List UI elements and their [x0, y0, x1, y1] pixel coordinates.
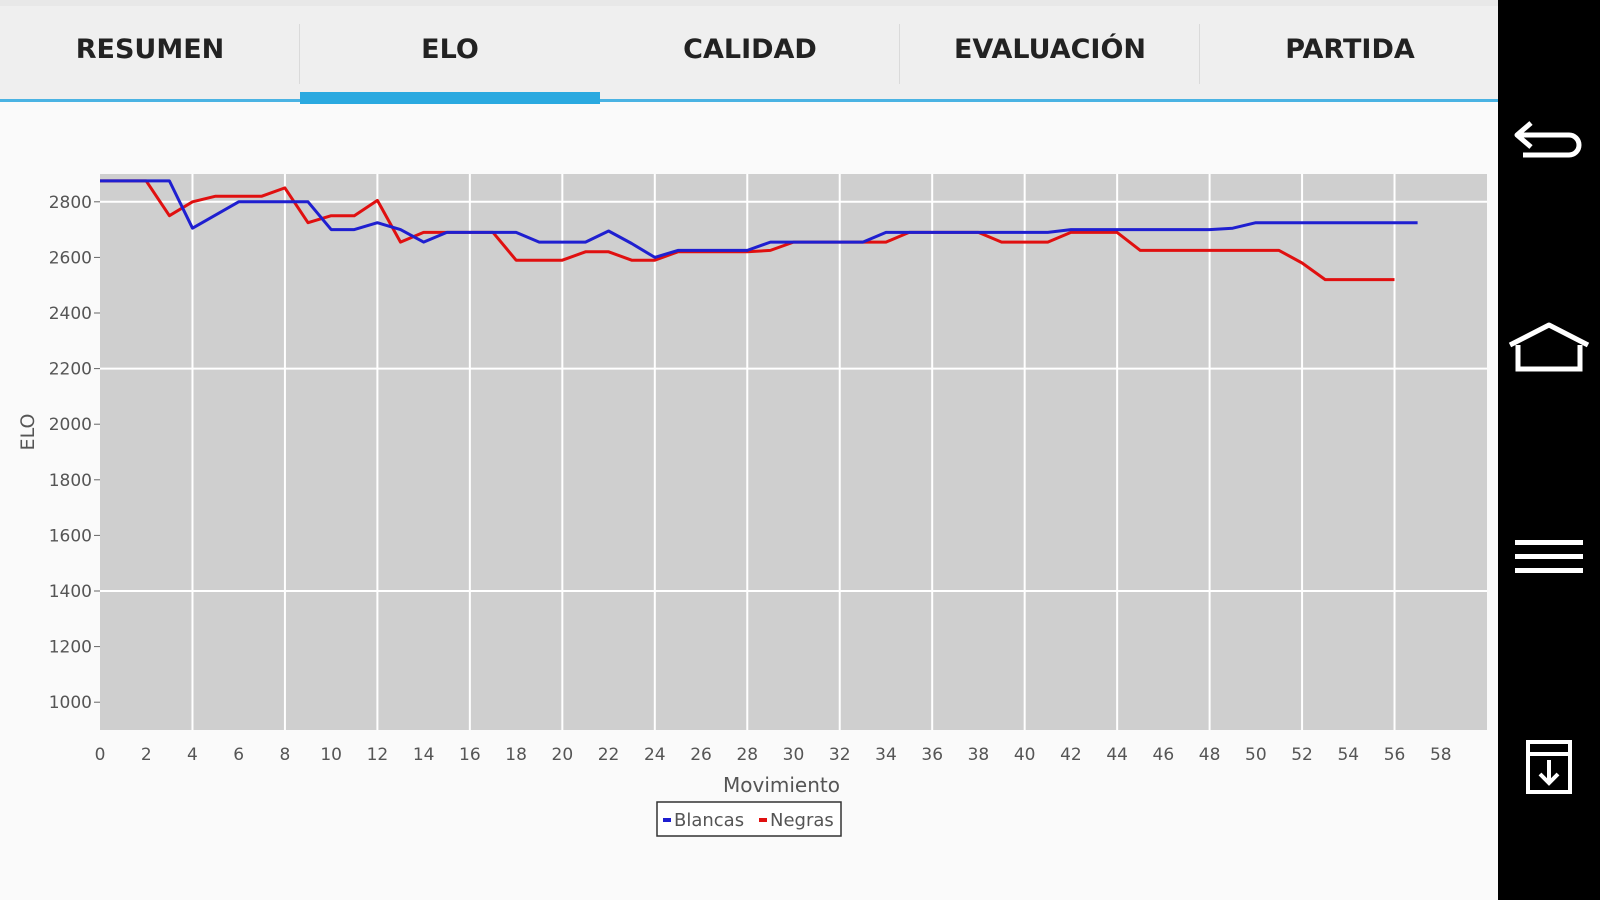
x-tick-label: 54 — [1337, 745, 1359, 765]
series-line-blancas — [100, 179, 1418, 259]
tab-divider — [1199, 24, 1200, 84]
download-icon — [1526, 740, 1572, 794]
y-tick-label: 1000 — [49, 693, 92, 713]
tab-bar: RESUMEN ELO CALIDAD EVALUACIÓN PARTIDA — [0, 6, 1500, 104]
x-tick-label: 30 — [783, 745, 805, 765]
tab-calidad[interactable]: CALIDAD — [600, 6, 900, 99]
navigation-bar — [1498, 0, 1600, 900]
x-tick-label: 0 — [95, 745, 106, 765]
download-button[interactable] — [1498, 722, 1600, 812]
x-tick-label: 50 — [1245, 745, 1267, 765]
tab-divider — [299, 24, 300, 84]
x-tick-label: 6 — [233, 745, 244, 765]
tab-label: PARTIDA — [1285, 34, 1415, 65]
x-tick-label: 44 — [1106, 745, 1128, 765]
x-tick-label: 36 — [921, 745, 943, 765]
app-screen: RESUMEN ELO CALIDAD EVALUACIÓN PARTIDA 1… — [0, 0, 1500, 837]
x-tick-label: 40 — [1014, 745, 1036, 765]
y-tick-label: 1200 — [49, 638, 92, 658]
x-tick-label: 28 — [736, 745, 758, 765]
x-axis-title: Movimiento — [723, 773, 840, 797]
y-tick-label: 2800 — [49, 193, 92, 213]
x-tick-label: 52 — [1291, 745, 1313, 765]
series-line-negras — [100, 179, 1395, 282]
tab-resumen[interactable]: RESUMEN — [0, 6, 300, 99]
x-tick-label: 58 — [1430, 745, 1452, 765]
x-tick-label: 14 — [413, 745, 435, 765]
y-tick-label: 2200 — [49, 360, 92, 380]
x-tick-label: 38 — [968, 745, 990, 765]
x-tick-label: 34 — [875, 745, 897, 765]
x-tick-label: 10 — [320, 745, 342, 765]
active-tab-indicator — [300, 92, 600, 104]
x-tick-label: 22 — [598, 745, 620, 765]
menu-icon — [1515, 540, 1583, 573]
legend-label: Blancas — [674, 810, 744, 831]
x-tick-label: 8 — [280, 745, 291, 765]
y-axis-title: ELO — [17, 414, 39, 451]
x-tick-label: 56 — [1384, 745, 1406, 765]
tab-elo[interactable]: ELO — [300, 6, 600, 99]
y-tick-label: 2000 — [49, 415, 92, 435]
x-tick-label: 32 — [829, 745, 851, 765]
x-tick-label: 24 — [644, 745, 666, 765]
home-icon — [1508, 322, 1590, 372]
tab-label: CALIDAD — [683, 34, 817, 65]
status-strip — [0, 0, 1498, 6]
x-tick-label: 12 — [367, 745, 389, 765]
home-button[interactable] — [1498, 302, 1600, 392]
y-tick-label: 1400 — [49, 582, 92, 602]
tab-label: ELO — [421, 34, 479, 65]
plot-area — [100, 174, 1487, 730]
y-tick-label: 2600 — [49, 248, 92, 268]
legend-box — [656, 801, 842, 837]
x-tick-label: 20 — [552, 745, 574, 765]
tab-label: RESUMEN — [75, 34, 225, 65]
tab-label: EVALUACIÓN — [953, 34, 1147, 65]
x-tick-label: 48 — [1199, 745, 1221, 765]
x-tick-label: 42 — [1060, 745, 1082, 765]
x-tick-label: 18 — [505, 745, 527, 765]
menu-button[interactable] — [1498, 512, 1600, 602]
x-tick-label: 4 — [187, 745, 198, 765]
x-tick-label: 46 — [1153, 745, 1175, 765]
x-tick-label: 26 — [690, 745, 712, 765]
elo-chart: 1000120014001600180020002200240026002800… — [17, 174, 1487, 837]
y-tick-label: 1800 — [49, 471, 92, 491]
y-tick-label: 2400 — [49, 304, 92, 324]
back-button[interactable] — [1498, 92, 1600, 182]
tab-partida[interactable]: PARTIDA — [1200, 6, 1500, 99]
back-icon — [1514, 121, 1582, 158]
x-tick-label: 2 — [141, 745, 152, 765]
tab-evaluacion[interactable]: EVALUACIÓN — [900, 6, 1200, 99]
tab-divider — [899, 24, 900, 84]
x-tick-label: 16 — [459, 745, 481, 765]
legend-label: Negras — [770, 810, 834, 831]
y-tick-label: 1600 — [49, 526, 92, 546]
